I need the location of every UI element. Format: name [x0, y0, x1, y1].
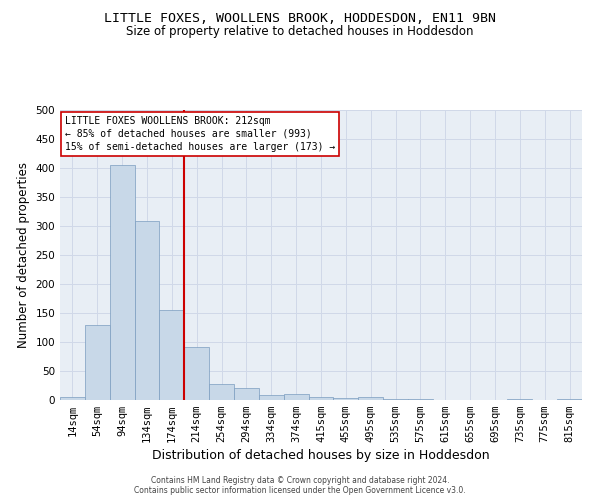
Bar — [60, 397, 85, 400]
Text: Contains public sector information licensed under the Open Government Licence v3: Contains public sector information licen… — [134, 486, 466, 495]
Text: LITTLE FOXES, WOOLLENS BROOK, HODDESDON, EN11 9BN: LITTLE FOXES, WOOLLENS BROOK, HODDESDON,… — [104, 12, 496, 26]
Bar — [308, 397, 334, 400]
Bar — [284, 394, 308, 400]
Bar — [160, 310, 184, 400]
Text: Size of property relative to detached houses in Hoddesdon: Size of property relative to detached ho… — [126, 25, 474, 38]
Bar — [234, 388, 259, 400]
Bar — [259, 396, 284, 400]
Bar — [358, 397, 383, 400]
Y-axis label: Number of detached properties: Number of detached properties — [17, 162, 30, 348]
Bar — [209, 384, 234, 400]
X-axis label: Distribution of detached houses by size in Hoddesdon: Distribution of detached houses by size … — [152, 450, 490, 462]
Bar — [334, 398, 358, 400]
Bar — [184, 346, 209, 400]
Bar — [85, 324, 110, 400]
Text: LITTLE FOXES WOOLLENS BROOK: 212sqm
← 85% of detached houses are smaller (993)
1: LITTLE FOXES WOOLLENS BROOK: 212sqm ← 85… — [65, 116, 335, 152]
Bar — [134, 222, 160, 400]
Bar — [110, 165, 134, 400]
Text: Contains HM Land Registry data © Crown copyright and database right 2024.: Contains HM Land Registry data © Crown c… — [151, 476, 449, 485]
